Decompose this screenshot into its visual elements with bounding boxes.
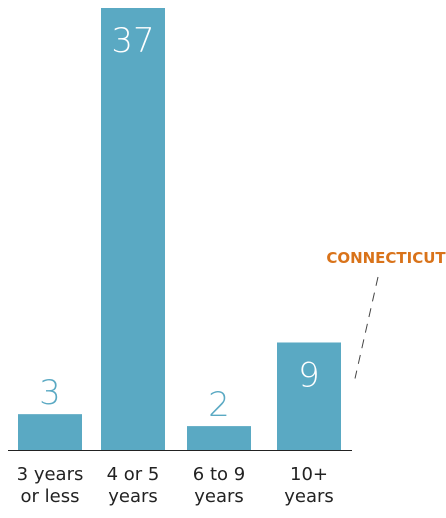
x-tick-label-line: 10+: [290, 464, 328, 485]
x-tick-label-line: 6 to 9: [193, 464, 245, 485]
value-label-1: 37: [111, 21, 154, 61]
annotation-label: CONNECTICUT: [326, 249, 446, 267]
bar-0: [18, 414, 82, 450]
annotation-group: CONNECTICUT: [326, 249, 446, 379]
value-label-0: 3: [39, 373, 61, 413]
value-label-3: 9: [298, 355, 320, 395]
bar-1: [101, 8, 165, 450]
bar-2: [187, 426, 251, 450]
x-tick-label-line: years: [284, 486, 334, 507]
x-tick-label-line: years: [194, 486, 244, 507]
x-tick-label-line: 4 or 5: [107, 464, 160, 485]
x-tick-label-3: 10+ years: [284, 464, 334, 507]
x-tick-label-1: 4 or 5 years: [107, 464, 160, 507]
x-tick-label-2: 6 to 9 years: [193, 464, 245, 507]
bar-3: [277, 342, 341, 450]
x-tick-label-0: 3 years or less: [17, 464, 84, 507]
x-tick-label-line: or less: [21, 486, 80, 507]
value-labels-layer: 3 37 2 9: [39, 21, 320, 425]
value-label-2: 2: [208, 385, 230, 425]
x-tick-label-line: 3 years: [17, 464, 84, 485]
annotation-leader-line: [354, 276, 379, 379]
x-tick-label-line: years: [108, 486, 158, 507]
bars-layer: [18, 8, 341, 450]
